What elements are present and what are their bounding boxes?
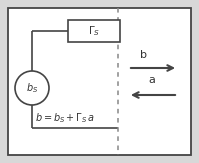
Text: $\Gamma_S$: $\Gamma_S$ xyxy=(88,24,100,38)
FancyBboxPatch shape xyxy=(68,20,120,42)
Text: a: a xyxy=(148,75,155,85)
Text: b: b xyxy=(140,50,147,60)
Text: $b = b_S + \Gamma_S\,a$: $b = b_S + \Gamma_S\,a$ xyxy=(35,111,95,125)
Circle shape xyxy=(15,71,49,105)
FancyBboxPatch shape xyxy=(8,8,191,155)
Text: $b_S$: $b_S$ xyxy=(26,81,38,95)
